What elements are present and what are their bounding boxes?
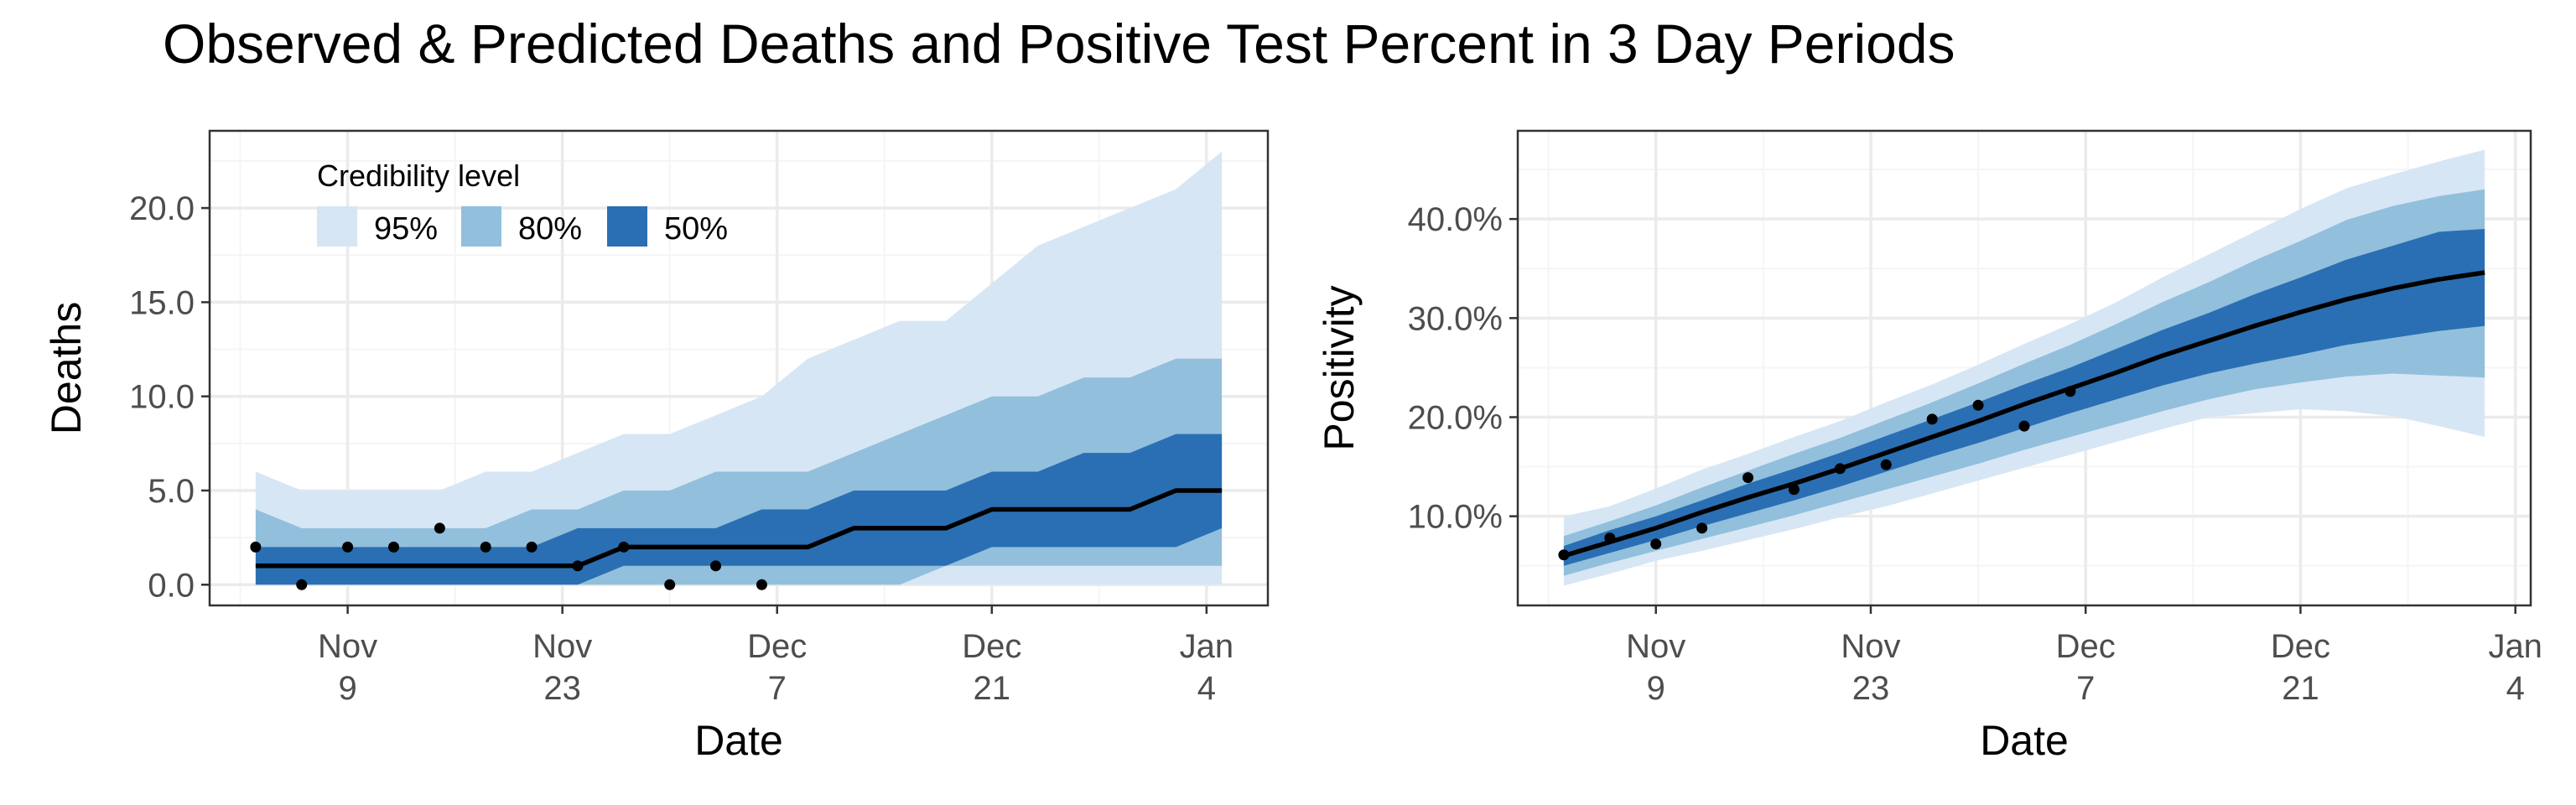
observed-point — [250, 541, 262, 553]
x-tick-label-day: 7 — [2076, 670, 2095, 707]
x-tick-label-day: 21 — [974, 670, 1011, 707]
panel-border — [208, 129, 1270, 607]
page-title: Observed & Predicted Deaths and Positive… — [163, 13, 1955, 75]
observed-point — [1972, 399, 1984, 411]
x-tick-label-day: 23 — [1852, 670, 1890, 707]
y-tick-label: 40.0% — [1408, 201, 1503, 238]
observed-point — [1558, 549, 1570, 561]
x-tick-label-month: Dec — [962, 628, 1021, 665]
observed-point — [434, 522, 445, 534]
x-tick-label-month: Nov — [1841, 628, 1900, 665]
observed-point — [387, 541, 399, 553]
x-tick-label-month: Jan — [1180, 628, 1234, 665]
x-tick-label-day: 4 — [1197, 670, 1216, 707]
observed-point — [1926, 413, 1938, 425]
observed-point — [1880, 459, 1892, 470]
positivity-chart: 10.0% 20.0% 30.0% 40.0% Nov 9 Nov 23 Dec 7 Dec 21 Ja… — [1316, 129, 2542, 764]
x-tick-label-month: Dec — [2056, 628, 2116, 665]
x-tick-label-month: Dec — [2271, 628, 2330, 665]
x-tick-label-day: 9 — [338, 670, 356, 707]
observed-point — [2018, 420, 2030, 432]
observed-point — [480, 541, 491, 553]
observed-point — [526, 541, 538, 553]
legend-swatch — [317, 206, 357, 247]
x-tick-label-day: 4 — [2506, 670, 2525, 707]
y-tick-label: 10.0% — [1408, 499, 1503, 536]
legend-item: 50% — [607, 206, 728, 247]
x-axis-title: Date — [1980, 717, 2069, 764]
x-axis-title: Date — [694, 717, 783, 764]
y-axis-title: Positivity — [1316, 285, 1363, 450]
median-line — [255, 488, 1223, 569]
observed-point — [342, 541, 354, 553]
legend-label: 50% — [664, 211, 728, 247]
y-tick-label: 15.0 — [129, 284, 195, 321]
observed-point — [572, 560, 584, 572]
ribbon-50 — [255, 434, 1223, 585]
x-tick-label-day: 9 — [1647, 670, 1665, 707]
panel-border — [1516, 129, 2532, 607]
observed-point — [710, 560, 722, 572]
observed-point — [1604, 532, 1616, 544]
x-tick-label-day: 7 — [768, 670, 787, 707]
legend-title: Credibility level — [317, 158, 520, 193]
observed-point — [1696, 522, 1708, 534]
x-tick-label-month: Jan — [2488, 628, 2542, 665]
y-tick-label: 0.0 — [148, 567, 195, 604]
observed-point — [1742, 472, 1754, 484]
median-line — [1563, 270, 2485, 558]
observed-point — [1834, 463, 1846, 475]
observed-point — [664, 579, 676, 590]
x-tick-label-month: Nov — [318, 628, 377, 665]
x-tick-label-month: Nov — [532, 628, 592, 665]
legend-item: 95% — [317, 206, 438, 247]
x-tick-label-month: Nov — [1626, 628, 1685, 665]
y-tick-label: 20.0% — [1408, 399, 1503, 436]
y-axis-title: Deaths — [43, 302, 90, 434]
observed-point — [1788, 484, 1800, 496]
observed-point — [296, 579, 308, 590]
legend-label: 95% — [374, 211, 438, 247]
legend-swatch — [607, 206, 647, 247]
y-tick-label: 10.0 — [129, 379, 195, 416]
observed-point — [756, 579, 767, 590]
x-tick-label-day: 21 — [2282, 670, 2319, 707]
x-tick-label-month: Dec — [747, 628, 807, 665]
legend-item: 80% — [461, 206, 582, 247]
y-tick-label: 20.0 — [129, 190, 195, 227]
y-tick-label: 5.0 — [148, 473, 195, 510]
legend-label: 80% — [518, 211, 582, 247]
observed-point — [618, 541, 630, 553]
y-tick-label: 30.0% — [1408, 300, 1503, 337]
legend-swatch — [461, 206, 501, 247]
observed-point — [2064, 386, 2076, 397]
x-tick-label-day: 23 — [543, 670, 581, 707]
observed-point — [1650, 538, 1662, 550]
deaths-chart: 0.0 5.0 10.0 15.0 20.0 Nov 9 Nov 23 Dec 7 Dec 21 Jan 4… — [43, 129, 1270, 764]
